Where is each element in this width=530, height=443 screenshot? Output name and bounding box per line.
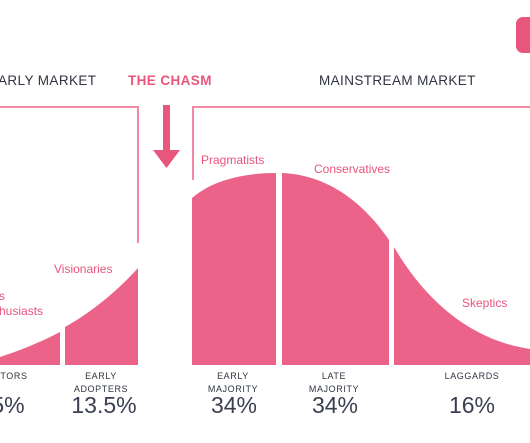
share-innovators: 5% xyxy=(0,392,25,418)
segment-label-early-adopters: EARLY ADOPTERS xyxy=(73,371,129,394)
label-enthusiasts: husiasts xyxy=(0,304,44,318)
segment-label-late-majority: LATE MAJORITY xyxy=(308,371,360,394)
label-skeptics: Skeptics xyxy=(462,296,508,310)
segment-label-laggards: LAGGARDS xyxy=(444,371,500,381)
segment-innovators xyxy=(0,332,60,365)
share-late-majority: 34% xyxy=(311,392,359,418)
segment-label-early-majority: EARLY MAJORITY xyxy=(207,371,259,394)
label-pragmatists: Pragmatists xyxy=(201,153,265,167)
segment-early-adopters xyxy=(65,268,138,365)
mainstream-market-bracket xyxy=(192,106,530,180)
segment-late-majority xyxy=(282,173,389,365)
share-laggards: 16% xyxy=(448,392,496,418)
label-visionaries: Visionaries xyxy=(54,262,113,276)
chasm-arrow-icon xyxy=(153,105,180,168)
share-early-adopters: 13.5% xyxy=(71,392,137,418)
segment-laggards xyxy=(394,247,530,365)
early-market-heading: ARLY MARKET xyxy=(0,73,97,88)
mainstream-market-heading: MAINSTREAM MARKET xyxy=(319,73,476,88)
share-early-majority: 34% xyxy=(210,392,258,418)
label-enthusiasts-fragment: s xyxy=(0,289,5,303)
chasm-heading: THE CHASM xyxy=(128,73,212,88)
corner-badge xyxy=(516,17,530,53)
early-market-bracket xyxy=(0,106,139,243)
segment-label-innovators: TORS xyxy=(0,371,28,381)
segment-early-majority xyxy=(192,173,276,365)
label-conservatives: Conservatives xyxy=(314,162,391,176)
